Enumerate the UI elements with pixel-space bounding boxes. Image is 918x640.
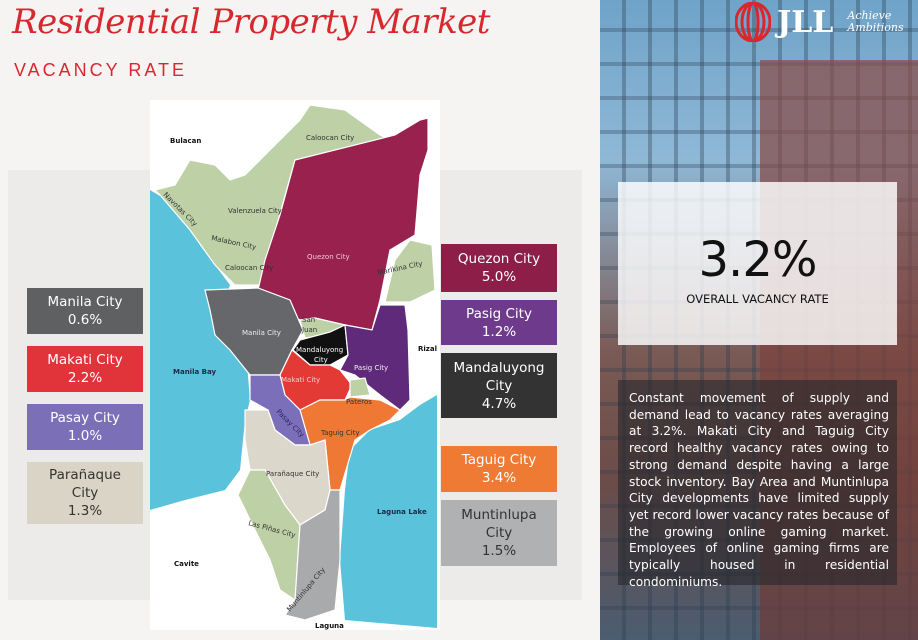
city-name: Taguig City [461, 452, 537, 468]
manila-bay-water [150, 190, 250, 510]
rate-card-manila: Manila City 0.6% [27, 288, 143, 334]
rate-card-pasay: Pasay City 1.0% [27, 404, 143, 450]
metro-manila-map: Bulacan Caloocan City Navotas City Valen… [150, 100, 440, 630]
region-las-pinas-city [237, 469, 301, 602]
overall-vacancy-value: 3.2% [698, 232, 818, 288]
city-rate: 1.0% [67, 428, 103, 444]
tagline-line-2: Ambitions [847, 21, 904, 34]
region-pasig-city [339, 304, 411, 411]
map-label-valenzuela: Valenzuela City [228, 207, 282, 215]
logo-text: JLL [777, 4, 834, 40]
region-pateros [349, 377, 371, 398]
page-title: Residential Property Market [12, 2, 490, 42]
map-label-san: San [302, 316, 315, 324]
city-name: Makati City [47, 352, 123, 368]
city-name: Pasay City [50, 410, 120, 426]
city-name: Manila City [47, 294, 123, 310]
city-name: Mandaluyong City [453, 359, 545, 394]
map-label-pateros: Pateros [346, 398, 372, 406]
city-name: Muntinlupa City [461, 507, 537, 541]
map-label-juan: Juan [301, 326, 317, 334]
region-quezon-city [257, 117, 429, 331]
map-label-laguna: Laguna [315, 622, 344, 630]
map-label-bulacan: Bulacan [170, 137, 201, 145]
city-rate: 1.3% [67, 503, 103, 519]
map-label-mandaluyong-1: Mandaluyong [296, 346, 343, 354]
map-label-mandaluyong-2: City [314, 356, 328, 364]
region-marikina-city [384, 239, 436, 303]
tagline-line-1: Achieve [847, 9, 892, 22]
city-rate: 3.4% [481, 470, 517, 486]
map-label-cavite: Cavite [174, 560, 199, 568]
map-label-manila: Manila City [242, 329, 281, 337]
overall-vacancy-card: 3.2% OVERALL VACANCY RATE [618, 182, 897, 345]
map-label-taguig: Taguig City [320, 429, 360, 437]
map-label-pasig: Pasig City [354, 364, 388, 372]
rate-card-quezon: Quezon City 5.0% [441, 244, 557, 292]
city-name: Quezon City [457, 251, 541, 267]
map-label-rizal: Rizal [418, 345, 437, 353]
laguna-lake-water [340, 395, 437, 628]
description-text: Constant movement of supply and demand l… [629, 391, 889, 589]
map-label-laguna-lake: Laguna Lake [377, 508, 427, 516]
city-name: Pasig City [466, 305, 532, 322]
description-card: Constant movement of supply and demand l… [618, 380, 897, 589]
overall-vacancy-label: OVERALL VACANCY RATE [686, 292, 829, 306]
tagline: Achieve Ambitions [847, 10, 903, 34]
map-label-paranaque: Parañaque City [266, 470, 319, 478]
rate-card-makati: Makati City 2.2% [27, 346, 143, 392]
page-subtitle: VACANCY RATE [14, 60, 188, 80]
map-label-quezon: Quezon City [307, 253, 350, 261]
region-muntinlupa-city [284, 489, 341, 621]
city-rate: 0.6% [67, 312, 103, 328]
rate-card-mandaluyong: Mandaluyong City 4.7% [441, 353, 557, 418]
city-rate: 2.2% [67, 370, 103, 386]
rate-card-taguig: Taguig City 3.4% [441, 446, 557, 492]
city-rate: 1.5% [481, 543, 517, 559]
rate-card-muntinlupa: Muntinlupa City 1.5% [441, 500, 557, 566]
map-label-caloocan-south: Caloocan City [225, 264, 273, 272]
rate-card-paranaque: Parañaque City 1.3% [27, 462, 143, 524]
city-rate: 1.2% [481, 323, 517, 340]
jll-logo: JLL Achieve Ambitions [735, 2, 904, 42]
map-label-makati: Makati City [281, 376, 320, 384]
city-rate: 5.0% [481, 269, 517, 285]
map-label-manila-bay: Manila Bay [173, 368, 216, 376]
jll-globe-icon [735, 2, 771, 42]
map-label-caloocan-north: Caloocan City [306, 134, 354, 142]
rate-card-pasig: Pasig City 1.2% [441, 300, 557, 345]
city-rate: 4.7% [481, 395, 517, 412]
city-name: Parañaque City [49, 467, 121, 501]
